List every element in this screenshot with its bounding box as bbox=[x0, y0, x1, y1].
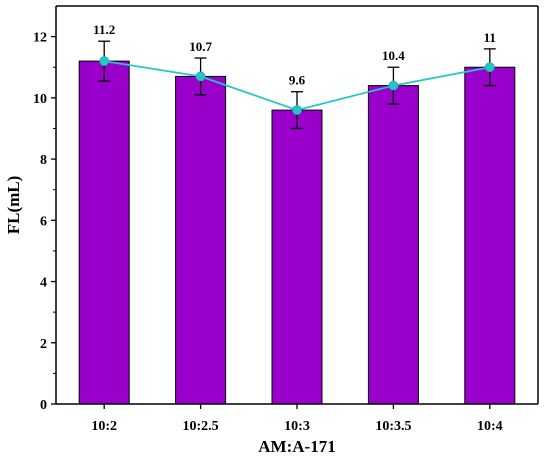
x-tick-label: 10:3 bbox=[284, 419, 310, 434]
line-marker-3 bbox=[292, 105, 302, 115]
y-tick-label: 2 bbox=[40, 337, 47, 352]
axes-layer: 0 2 4 6 8 10 12 10:2 10:2.5 10:3 10:3.5 10:4 bbox=[33, 5, 539, 434]
line-marker-2 bbox=[195, 71, 206, 82]
x-tick-label: 10:2.5 bbox=[183, 419, 219, 434]
x-tick-label: 10:3.5 bbox=[375, 419, 411, 434]
line-marker-4 bbox=[388, 80, 399, 91]
y-tick-label: 0 bbox=[40, 398, 47, 413]
y-tick-label: 8 bbox=[40, 153, 47, 168]
data-label-4: 10.4 bbox=[382, 48, 405, 63]
data-label-2: 10.7 bbox=[189, 39, 212, 54]
bar-4 bbox=[367, 85, 419, 405]
y-axis-title: FL(mL) bbox=[4, 176, 23, 235]
x-axis-title: AM:A-171 bbox=[258, 437, 335, 456]
bar-5 bbox=[464, 66, 516, 405]
bar-3 bbox=[271, 109, 323, 405]
y-tick-label: 6 bbox=[40, 214, 47, 229]
data-label-3: 9.6 bbox=[289, 73, 306, 88]
line-marker-5 bbox=[484, 62, 495, 73]
y-tick-label: 10 bbox=[33, 92, 47, 107]
x-tick-label: 10:2 bbox=[91, 419, 117, 434]
bar-1 bbox=[78, 60, 130, 405]
x-tick-label: 10:4 bbox=[477, 419, 503, 434]
y-tick-label: 4 bbox=[40, 276, 47, 291]
line-layer bbox=[99, 56, 495, 115]
bar-2 bbox=[175, 75, 227, 405]
y-tick-label: 12 bbox=[33, 31, 47, 46]
error-bars-layer bbox=[98, 40, 496, 130]
data-label-5: 11 bbox=[484, 30, 496, 45]
data-labels-layer: 11.2 10.7 9.6 10.4 11 bbox=[93, 22, 496, 88]
line-marker-1 bbox=[99, 56, 110, 67]
data-label-1: 11.2 bbox=[93, 22, 115, 37]
